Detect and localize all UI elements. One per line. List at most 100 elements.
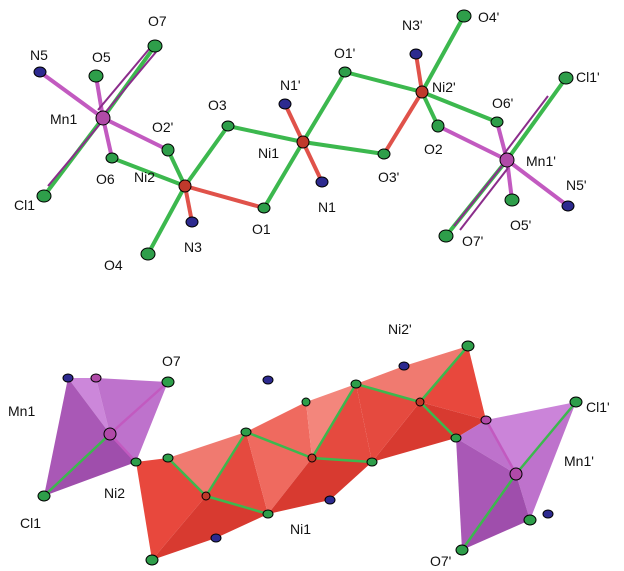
atom-o6 bbox=[105, 152, 119, 164]
atom bbox=[130, 457, 142, 467]
ni-face bbox=[420, 346, 486, 420]
atom bbox=[398, 361, 410, 371]
atom-ni2p bbox=[415, 85, 429, 99]
atom bbox=[450, 433, 462, 443]
mn-face bbox=[110, 382, 168, 462]
atom-o2 bbox=[431, 119, 445, 133]
atom-n3p bbox=[409, 48, 423, 60]
ni-octahedra bbox=[136, 346, 486, 560]
atom-o4p bbox=[456, 9, 472, 23]
label-cl1p: Cl1' bbox=[576, 69, 600, 85]
atom-o5 bbox=[88, 69, 104, 83]
bond bbox=[205, 494, 269, 516]
bond bbox=[43, 433, 111, 497]
atom-o2p bbox=[161, 143, 175, 157]
mn-face bbox=[462, 474, 530, 550]
ni-face bbox=[372, 402, 486, 462]
ni-face bbox=[136, 458, 206, 560]
atom-o7p bbox=[438, 229, 454, 243]
bonds bbox=[38, 15, 570, 255]
bond bbox=[109, 381, 169, 435]
atom-o1 bbox=[257, 202, 271, 214]
atom bbox=[350, 379, 362, 389]
atom-n5p bbox=[561, 200, 575, 212]
label-o7p-bottom: O7' bbox=[430, 553, 451, 569]
mn1p-octahedron bbox=[456, 402, 576, 550]
label-n1: N1 bbox=[318, 199, 336, 215]
label-o7: O7 bbox=[148, 13, 167, 29]
label-o5p: O5' bbox=[510, 217, 531, 233]
label-mn1-bottom: Mn1 bbox=[8, 403, 35, 419]
atom bbox=[542, 509, 554, 519]
label-o1: O1 bbox=[252, 221, 271, 237]
bond bbox=[421, 90, 498, 124]
label-n5: N5 bbox=[30, 47, 48, 63]
atom bbox=[240, 427, 252, 437]
label-n5p: N5' bbox=[566, 177, 587, 193]
bond bbox=[245, 430, 313, 460]
bond bbox=[167, 457, 207, 497]
label-ni1-bottom: Ni1 bbox=[290, 521, 311, 537]
bond bbox=[505, 76, 568, 162]
bond bbox=[419, 345, 469, 403]
label-n1p: N1' bbox=[280, 77, 301, 93]
atom-mn1 bbox=[95, 110, 111, 126]
ni-face bbox=[246, 402, 312, 514]
atom bbox=[262, 509, 274, 519]
bond bbox=[184, 184, 265, 210]
bond bbox=[420, 15, 466, 93]
polyhedral-view: O7 Mn1 Cl1 Ni2 Ni1 Ni2' Cl1' Mn1' O7' bbox=[8, 321, 610, 569]
atom bbox=[90, 373, 102, 383]
bond bbox=[262, 140, 305, 210]
atom-cl1 bbox=[36, 189, 52, 203]
ni-face bbox=[168, 432, 246, 496]
bond bbox=[227, 124, 304, 144]
atom bbox=[37, 490, 51, 502]
atom bbox=[415, 397, 425, 407]
bond bbox=[515, 401, 577, 475]
label-o4p: O4' bbox=[478, 9, 499, 25]
atom-n3 bbox=[185, 216, 199, 228]
atom bbox=[307, 453, 317, 463]
bond bbox=[382, 90, 424, 156]
label-n3: N3 bbox=[184, 239, 202, 255]
bond bbox=[111, 156, 186, 188]
atom-o7 bbox=[147, 39, 163, 53]
bond bbox=[146, 185, 187, 255]
axis-arrow bbox=[103, 51, 157, 115]
atom bbox=[455, 544, 469, 556]
atom bbox=[523, 514, 537, 526]
atom-n5 bbox=[33, 66, 47, 78]
label-ni2p: Ni2' bbox=[432, 79, 456, 95]
axis-arrow bbox=[47, 123, 101, 187]
mn-face bbox=[44, 434, 136, 496]
atoms bbox=[33, 9, 575, 261]
bond bbox=[301, 141, 324, 183]
atom bbox=[145, 554, 159, 566]
bond bbox=[484, 419, 518, 475]
bond bbox=[283, 103, 305, 143]
axis-arrow bbox=[459, 167, 509, 231]
mn-face bbox=[456, 420, 516, 474]
atom bbox=[569, 396, 583, 408]
atom bbox=[62, 373, 74, 383]
bond bbox=[505, 158, 570, 208]
atom-mn1p bbox=[499, 152, 515, 168]
atom bbox=[201, 491, 211, 501]
atom-n1p bbox=[278, 98, 292, 110]
label-o4: O4 bbox=[104, 257, 123, 273]
ni-face bbox=[152, 496, 268, 560]
mn1-octahedron bbox=[44, 378, 168, 496]
label-ni2: Ni2 bbox=[134, 169, 155, 185]
ni-face bbox=[206, 432, 268, 514]
bond bbox=[38, 70, 105, 120]
label-o2: O2 bbox=[424, 141, 443, 157]
label-mn1p: Mn1' bbox=[526, 153, 556, 169]
mn-face bbox=[96, 378, 168, 434]
mn-face bbox=[486, 402, 576, 474]
label-cl1p-bottom: Cl1' bbox=[586, 399, 610, 415]
ball-and-stick-view: N5 O5 O7 Mn1 O2' O6 Ni2 Cl1 O4 N3 O3 O1 … bbox=[14, 9, 600, 273]
atom bbox=[210, 533, 222, 543]
